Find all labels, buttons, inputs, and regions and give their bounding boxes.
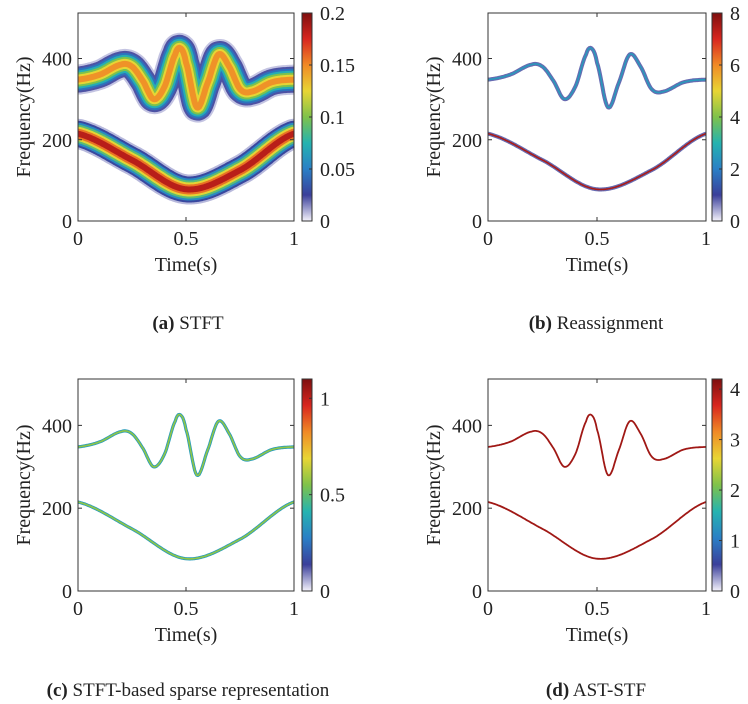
ridge-lower	[78, 118, 294, 205]
panel-caption: (b) Reassignment	[529, 313, 664, 334]
x-tick-label: 0	[73, 598, 83, 620]
colorbar-tick-label: 1	[320, 388, 330, 410]
panel-caption: (c) STFT-based sparse representation	[47, 680, 330, 701]
y-axis-label: Frequency(Hz)	[13, 56, 35, 177]
plot-content	[488, 45, 706, 192]
colorbar-tick-label: 0.15	[320, 55, 355, 77]
colorbar-tick-label: 0.05	[320, 159, 355, 181]
ridge-upper	[78, 412, 294, 477]
plot-area	[78, 379, 294, 591]
stft-energy-band	[78, 130, 294, 193]
colorbar-tick-label: 6	[730, 55, 740, 77]
panel-b: 0 0.5 10200400Time(s)Frequency(Hz)02468(b)…	[423, 3, 740, 334]
colorbar-tick-label: 8	[730, 3, 740, 25]
plot-content	[78, 412, 294, 561]
colorbar	[711, 378, 723, 592]
reassign-ridge	[488, 47, 706, 109]
colorbar-tick-label: 2	[730, 480, 740, 502]
y-tick-label: 400	[42, 49, 72, 71]
caption-tag: (a)	[152, 313, 174, 334]
ridge-lower	[488, 501, 706, 560]
y-tick-label: 200	[452, 498, 482, 520]
stft-energy-band	[78, 44, 294, 111]
x-tick-label: 0	[73, 228, 83, 250]
x-tick-label: 1	[289, 228, 299, 250]
panel-caption: (a) STFT	[152, 313, 224, 334]
colorbar	[301, 378, 313, 592]
ridge-upper	[78, 32, 294, 123]
caption-text: STFT-based sparse representation	[68, 680, 330, 701]
colorbar-tick-label: 1	[730, 531, 740, 553]
y-tick-label: 400	[452, 49, 482, 71]
caption-tag: (d)	[546, 680, 569, 701]
x-tick-label: 0.5	[585, 228, 610, 250]
sparse-ridge-inner	[78, 413, 294, 477]
colorbar-tick-label: 0.1	[320, 107, 345, 129]
y-axis-label: Frequency(Hz)	[423, 424, 445, 545]
x-tick-label: 1	[289, 598, 299, 620]
caption-tag: (c)	[47, 680, 68, 701]
caption-text: Reassignment	[552, 313, 664, 334]
colorbar-tick-label: 3	[730, 430, 740, 452]
colorbar-tick-label: 2	[730, 159, 740, 181]
y-axis-label: Frequency(Hz)	[13, 424, 35, 545]
plot-content	[488, 413, 706, 560]
x-tick-label: 1	[701, 598, 711, 620]
x-tick-label: 0.5	[585, 598, 610, 620]
colorbar-tick-label: 0.5	[320, 485, 345, 507]
panel-c: 0 0.5 10200400Time(s)Frequency(Hz)00.51(c)…	[13, 378, 345, 701]
y-tick-label: 200	[452, 130, 482, 152]
sparse-ridge-inner	[78, 501, 294, 560]
colorbar-tick-label: 0.2	[320, 3, 345, 25]
y-tick-label: 400	[452, 415, 482, 437]
x-axis-label: Time(s)	[155, 254, 218, 276]
colorbar-tick-label: 4	[730, 379, 740, 401]
caption-text: STFT	[175, 313, 224, 334]
ridge-upper	[488, 413, 706, 477]
ridge-upper	[488, 45, 706, 110]
x-axis-label: Time(s)	[155, 624, 218, 646]
reassign-ridge	[488, 132, 706, 191]
colorbar-tick-label: 0	[730, 211, 740, 233]
y-tick-label: 0	[62, 211, 72, 233]
x-tick-label: 0	[483, 228, 493, 250]
panels: 0 0.5 10200400Time(s)Frequency(Hz)00.050.1…	[13, 3, 740, 701]
x-tick-label: 0	[483, 598, 493, 620]
plot-area	[488, 379, 706, 591]
x-tick-label: 0.5	[174, 228, 199, 250]
astf-ridge	[488, 413, 706, 477]
panel-caption: (d) AST-STF	[546, 680, 646, 701]
x-tick-label: 1	[701, 228, 711, 250]
y-tick-label: 200	[42, 498, 72, 520]
x-axis-label: Time(s)	[566, 624, 629, 646]
caption-tag: (b)	[529, 313, 552, 334]
ridge-lower	[488, 131, 706, 192]
y-tick-label: 400	[42, 415, 72, 437]
panel-a: 0 0.5 10200400Time(s)Frequency(Hz)00.050.1…	[13, 3, 355, 334]
plot-area	[488, 13, 706, 221]
colorbar-tick-label: 0	[730, 581, 740, 603]
y-tick-label: 0	[472, 581, 482, 603]
plot-content	[78, 32, 294, 205]
y-tick-label: 0	[472, 211, 482, 233]
caption-text: AST-STF	[569, 680, 646, 701]
y-axis-label: Frequency(Hz)	[423, 56, 445, 177]
x-tick-label: 0.5	[174, 598, 199, 620]
astf-ridge	[488, 501, 706, 560]
colorbar-tick-label: 0	[320, 211, 330, 233]
y-tick-label: 0	[62, 581, 72, 603]
y-tick-label: 200	[42, 130, 72, 152]
colorbar-tick-label: 4	[730, 107, 740, 129]
x-axis-label: Time(s)	[566, 254, 629, 276]
colorbar-tick-label: 0	[320, 581, 330, 603]
panel-d: 0 0.5 10200400Time(s)Frequency(Hz)01234(d)…	[423, 378, 740, 701]
ridge-lower	[78, 500, 294, 561]
